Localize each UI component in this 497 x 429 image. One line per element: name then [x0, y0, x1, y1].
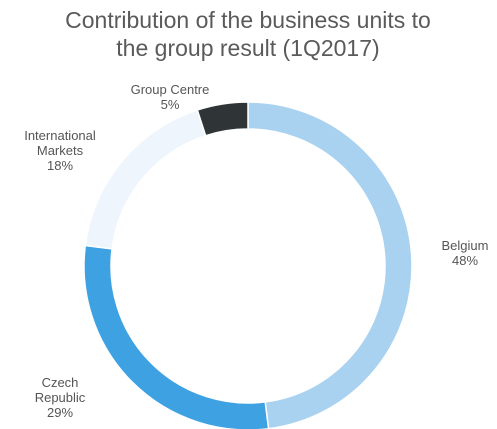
segment-label: Czech Republic 29% — [15, 375, 105, 420]
category-label: Czech Republic — [34, 375, 86, 405]
value-label: 5% — [160, 97, 180, 112]
donut-segment — [83, 244, 270, 429]
value-label: 18% — [46, 158, 74, 173]
category-label: Belgium — [441, 238, 489, 253]
segment-label: Belgium 48% — [420, 238, 497, 268]
value-label: 29% — [46, 405, 74, 420]
chart-title: Contribution of the business units to th… — [65, 7, 431, 61]
value-label: 48% — [451, 253, 479, 268]
segment-label: Group Centre 5% — [110, 82, 230, 112]
category-label: Group Centre — [130, 82, 210, 97]
segment-label: International Markets 18% — [0, 128, 120, 173]
donut-segment — [247, 101, 413, 429]
donut-segment — [196, 101, 249, 137]
category-label: International Markets — [24, 128, 96, 158]
